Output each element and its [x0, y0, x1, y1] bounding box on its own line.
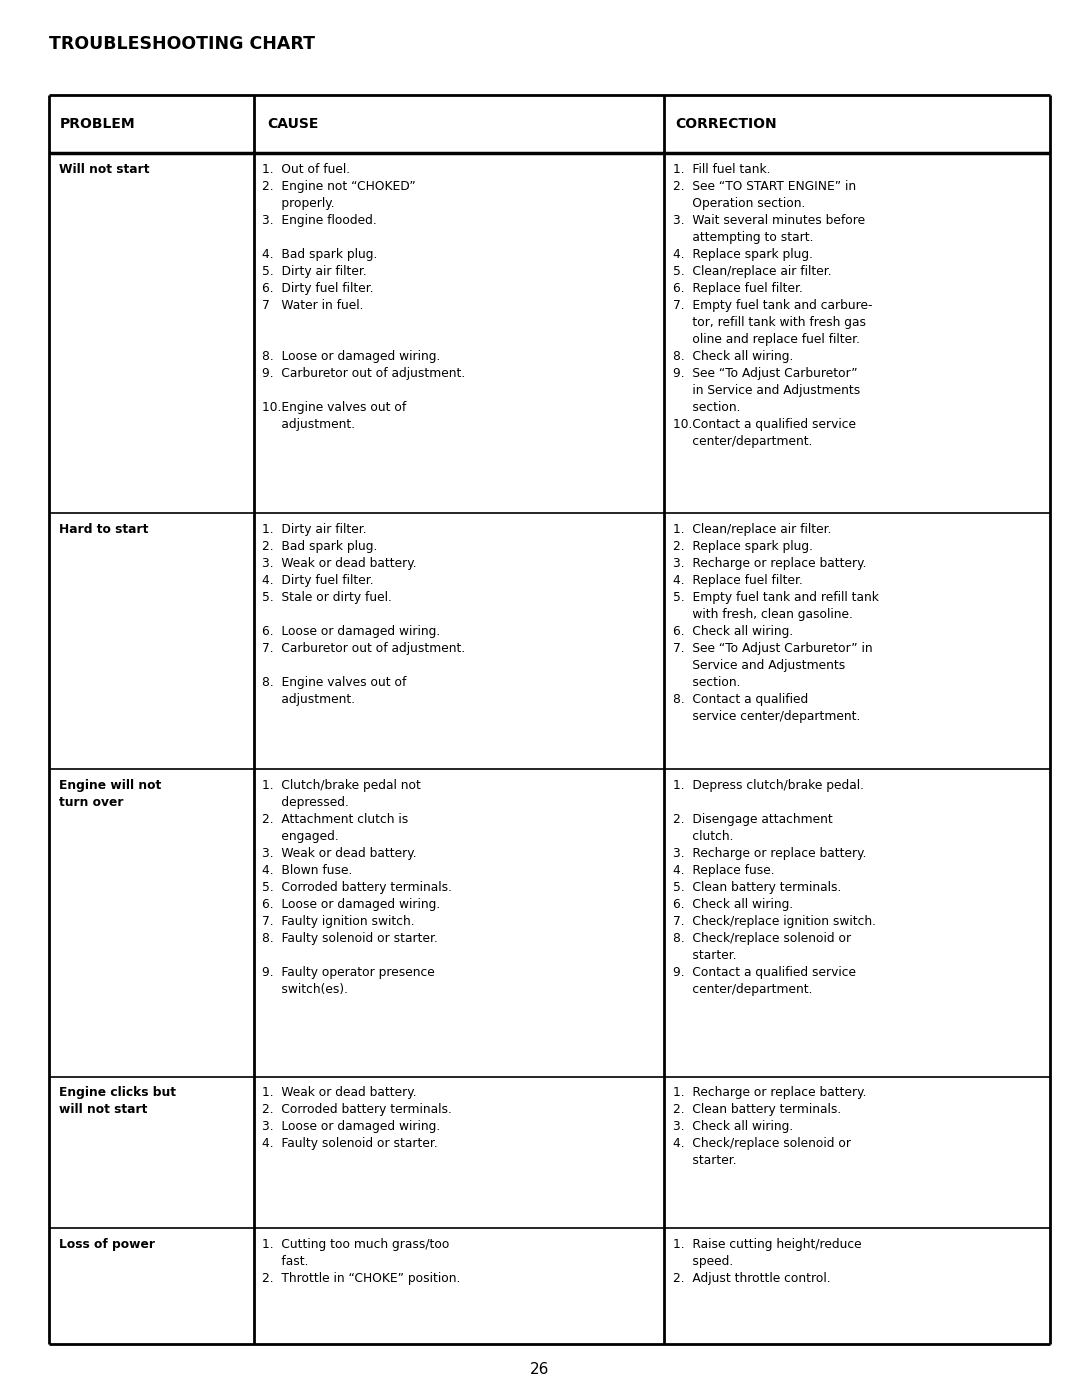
Text: 1.  Out of fuel.
2.  Engine not “CHOKED”
     properly.
3.  Engine flooded.

4. : 1. Out of fuel. 2. Engine not “CHOKED” p… [262, 163, 465, 430]
Text: Loss of power: Loss of power [59, 1238, 156, 1250]
Text: Engine will not
turn over: Engine will not turn over [59, 778, 162, 809]
Text: 1.  Recharge or replace battery.
2.  Clean battery terminals.
3.  Check all wiri: 1. Recharge or replace battery. 2. Clean… [673, 1087, 866, 1168]
Text: 1.  Dirty air filter.
2.  Bad spark plug.
3.  Weak or dead battery.
4.  Dirty fu: 1. Dirty air filter. 2. Bad spark plug. … [262, 522, 465, 705]
Text: 1.  Depress clutch/brake pedal.

2.  Disengage attachment
     clutch.
3.  Recha: 1. Depress clutch/brake pedal. 2. Diseng… [673, 778, 876, 996]
Text: 1.  Weak or dead battery.
2.  Corroded battery terminals.
3.  Loose or damaged w: 1. Weak or dead battery. 2. Corroded bat… [262, 1087, 453, 1151]
Text: Will not start: Will not start [59, 163, 150, 176]
Text: PROBLEM: PROBLEM [59, 117, 135, 131]
Text: 1.  Fill fuel tank.
2.  See “TO START ENGINE” in
     Operation section.
3.  Wai: 1. Fill fuel tank. 2. See “TO START ENGI… [673, 163, 873, 448]
Text: CAUSE: CAUSE [267, 117, 319, 131]
Text: Engine clicks but
will not start: Engine clicks but will not start [59, 1087, 176, 1116]
Text: 1.  Clutch/brake pedal not
     depressed.
2.  Attachment clutch is
     engaged: 1. Clutch/brake pedal not depressed. 2. … [262, 778, 453, 996]
Text: CORRECTION: CORRECTION [675, 117, 777, 131]
Text: 26: 26 [530, 1362, 550, 1376]
Text: TROUBLESHOOTING CHART: TROUBLESHOOTING CHART [49, 35, 314, 53]
Text: 1.  Cutting too much grass/too
     fast.
2.  Throttle in “CHOKE” position.: 1. Cutting too much grass/too fast. 2. T… [262, 1238, 461, 1284]
Bar [49, 95, 1050, 1344]
Text: Hard to start: Hard to start [59, 522, 149, 536]
Text: 1.  Raise cutting height/reduce
     speed.
2.  Adjust throttle control.: 1. Raise cutting height/reduce speed. 2.… [673, 1238, 862, 1284]
Text: 1.  Clean/replace air filter.
2.  Replace spark plug.
3.  Recharge or replace ba: 1. Clean/replace air filter. 2. Replace … [673, 522, 879, 724]
